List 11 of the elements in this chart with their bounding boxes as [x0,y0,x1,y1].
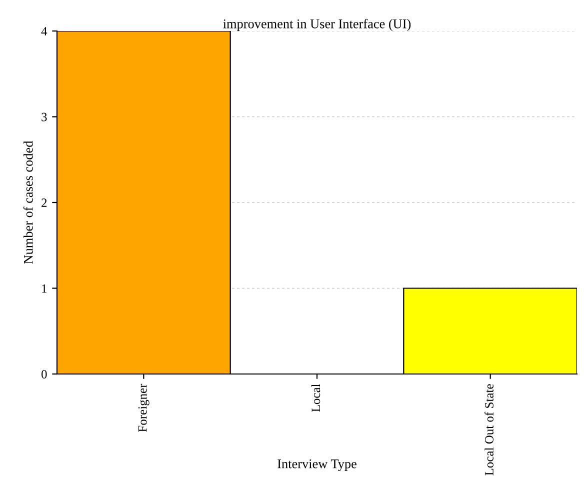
chart-title: improvement in User Interface (UI) [223,18,411,31]
x-tick-label: Local [311,384,320,412]
y-tick-label: 3 [42,112,47,122]
y-tick-label: 0 [42,370,47,378]
y-tick-label: 2 [42,198,47,207]
x-tick-label: Local Out of State [484,384,494,476]
y-tick-label: 1 [42,284,47,293]
y-tick-label: 4 [41,27,48,36]
x-axis-title: Interview Type [278,459,356,472]
y-axis-title: Number of cases coded [23,140,33,264]
x-tick-label: Foreigner [138,384,150,432]
